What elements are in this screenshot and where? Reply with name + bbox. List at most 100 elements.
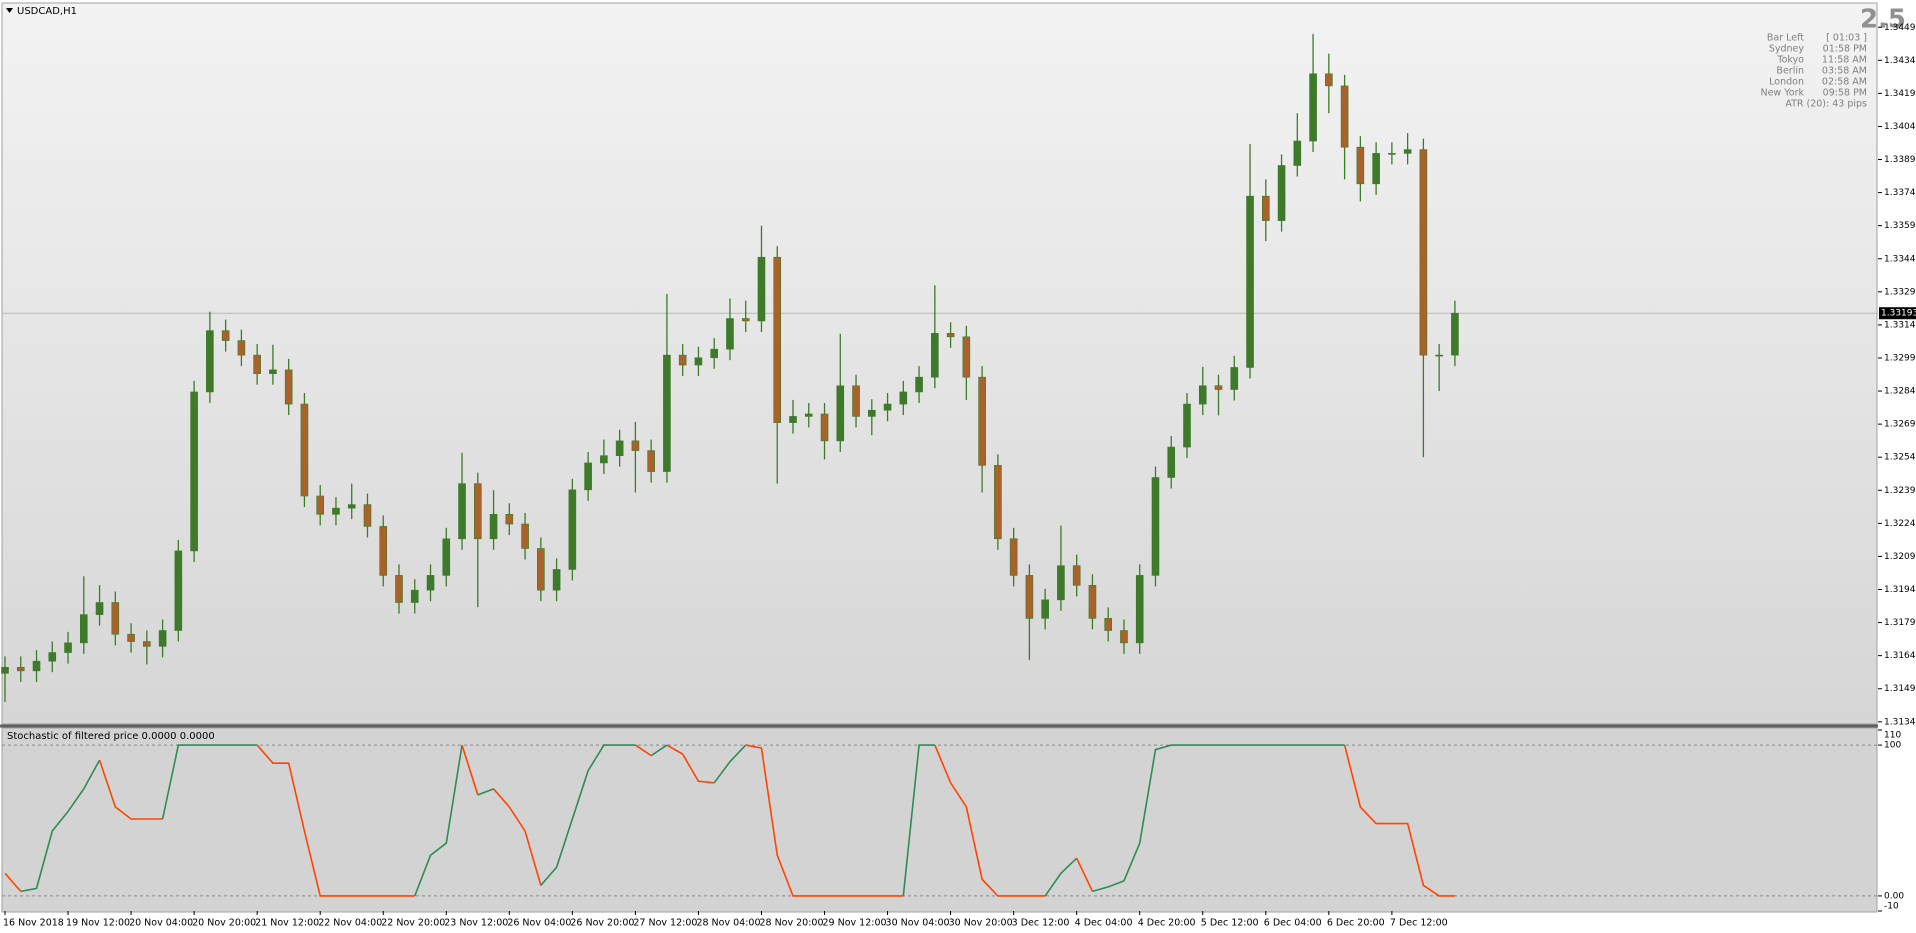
y-tick-label: 1.32240: [1884, 519, 1916, 529]
candle-body: [1246, 195, 1254, 368]
candle-body: [127, 633, 135, 642]
stochastic-line: [414, 744, 463, 897]
indicator-title: Stochastic of filtered price 0.0000 0.00…: [7, 731, 215, 742]
candle-body: [489, 514, 498, 540]
candle-body: [95, 602, 104, 615]
current-price-box: [1879, 307, 1916, 320]
candle-body: [521, 523, 529, 549]
y-tick-label: 1.31490: [1884, 684, 1916, 694]
candle-body: [221, 330, 230, 341]
candle-body: [111, 602, 120, 635]
candle-body: [931, 332, 939, 378]
y-tick-label: 1.31790: [1884, 618, 1916, 628]
candle-body: [836, 385, 845, 442]
y-tick-label: 1.32540: [1884, 453, 1916, 463]
candle-body: [347, 504, 356, 509]
candle-body: [741, 318, 750, 322]
candle-body: [552, 569, 561, 591]
menu-arrow[interactable]: [6, 8, 13, 13]
stochastic-line: [634, 744, 652, 757]
candle-body: [284, 369, 293, 405]
candle-body: [1, 667, 9, 674]
candle-body: [584, 462, 592, 491]
candle-body: [143, 641, 151, 647]
stochastic-line: [934, 744, 1046, 897]
candle-body: [568, 489, 577, 570]
info-value: 09:58 PM: [1823, 88, 1867, 99]
stochastic-line: [256, 744, 415, 897]
x-tick-label: 26 Nov 04:00: [507, 918, 571, 929]
stochastic-line: [492, 788, 542, 886]
candle-body: [1419, 149, 1428, 356]
current-price-label: 1.33193: [1881, 309, 1916, 319]
x-tick-label: 3 Dec 12:00: [1012, 918, 1070, 929]
candle-body: [316, 495, 325, 515]
y-tick-label: 110: [1884, 731, 1901, 741]
info-value: 01:58 PM: [1823, 44, 1867, 55]
x-tick-label: 16 Nov 2018: [3, 918, 64, 929]
candle-body: [1057, 565, 1065, 601]
candle-body: [1025, 575, 1034, 619]
chart-title: USDCAD,H1: [17, 6, 77, 17]
x-tick-label: 23 Nov 12:00: [444, 918, 508, 929]
candle-body: [978, 376, 986, 466]
x-tick-label: 19 Nov 12:00: [66, 918, 130, 929]
y-tick-label: 100: [1884, 741, 1901, 751]
candle-body: [1262, 195, 1270, 221]
candle-body: [1435, 354, 1443, 357]
candle-body: [332, 507, 340, 515]
candle-body: [174, 550, 183, 631]
y-tick-label: 1.32390: [1884, 486, 1916, 496]
x-tick-label: 7 Dec 12:00: [1390, 918, 1448, 929]
x-tick-label: 30 Nov 04:00: [886, 918, 950, 929]
stochastic-line: [461, 744, 479, 796]
stochastic-line: [650, 744, 668, 757]
x-tick-label: 20 Nov 04:00: [129, 918, 193, 929]
stochastic-line: [666, 744, 715, 784]
candle-body: [1356, 146, 1365, 185]
stochastic-line: [713, 744, 747, 784]
candle-body: [867, 409, 876, 417]
candle-body: [852, 385, 860, 417]
x-tick-label: 26 Nov 20:00: [570, 918, 634, 929]
stochastic-line: [1075, 857, 1094, 892]
x-tick-label: 20 Nov 20:00: [192, 918, 256, 929]
stochastic-line: [161, 744, 258, 820]
stochastic-line: [20, 759, 101, 893]
candle-body: [631, 440, 640, 451]
y-tick-label: 1.33440: [1884, 254, 1916, 264]
candle-body: [1120, 630, 1128, 644]
info-key: London: [1769, 77, 1804, 88]
candle-body: [363, 504, 372, 527]
stochastic-line: [98, 759, 163, 820]
stochastic-line: [902, 744, 935, 896]
candle-body: [946, 332, 955, 338]
y-tick-label: 1.34040: [1884, 122, 1916, 132]
y-tick-label: 1.33290: [1884, 287, 1916, 297]
candle-body: [237, 340, 246, 356]
stochastic-line: [4, 872, 22, 892]
stochastic-line: [1343, 744, 1455, 897]
y-tick-label: 1.33140: [1884, 320, 1916, 330]
stochastic-line: [745, 744, 904, 897]
candle-body: [473, 483, 482, 540]
candle-body: [1403, 149, 1412, 154]
candle-body: [458, 483, 466, 540]
candle-body: [1198, 385, 1207, 405]
candle-body: [820, 413, 829, 442]
x-tick-label: 27 Nov 12:00: [633, 918, 697, 929]
candle-body: [505, 514, 514, 525]
x-tick-label: 21 Nov 12:00: [255, 918, 319, 929]
y-tick-label: 1.34490: [1884, 23, 1916, 33]
candle-body: [678, 354, 687, 366]
spread: 2.5: [1860, 5, 1906, 35]
candle-body: [1167, 446, 1176, 478]
candle-body: [663, 354, 671, 472]
x-tick-label: 4 Dec 04:00: [1075, 918, 1133, 929]
y-tick-label: 1.34190: [1884, 89, 1916, 99]
info-key: Berlin: [1776, 66, 1804, 77]
info-key: New York: [1760, 88, 1804, 99]
candle-body: [615, 440, 624, 456]
y-tick-label: 1.32840: [1884, 387, 1916, 397]
x-tick-label: 4 Dec 20:00: [1138, 918, 1196, 929]
